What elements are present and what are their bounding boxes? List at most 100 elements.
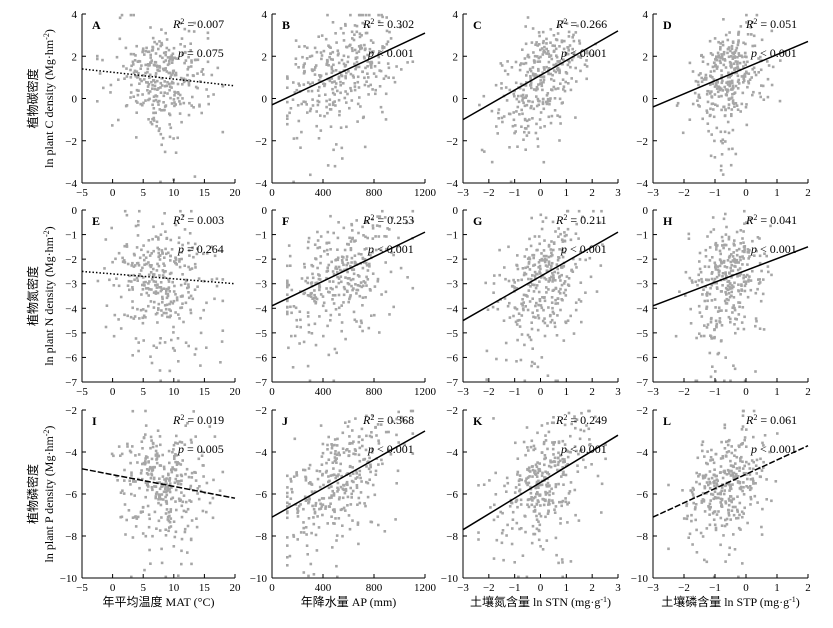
data-point	[337, 306, 341, 310]
data-point	[300, 277, 304, 280]
data-point	[528, 237, 531, 241]
x-tick-label: −1	[509, 386, 521, 398]
data-point	[190, 267, 194, 270]
data-point	[313, 293, 316, 297]
data-point	[358, 325, 362, 328]
data-point	[331, 298, 334, 301]
data-point	[525, 103, 529, 107]
data-point	[738, 267, 742, 270]
data-point	[530, 439, 534, 443]
data-point	[361, 256, 365, 260]
data-point	[381, 209, 384, 213]
data-point	[741, 250, 745, 253]
data-point	[563, 458, 566, 461]
data-point	[117, 445, 121, 448]
data-point	[164, 512, 168, 515]
data-point	[713, 85, 717, 88]
data-point	[385, 16, 388, 19]
data-point	[699, 72, 702, 75]
data-point	[170, 338, 173, 342]
data-point	[532, 444, 536, 448]
data-point	[537, 83, 540, 86]
data-point	[183, 282, 187, 285]
data-point	[533, 263, 537, 267]
data-point	[221, 84, 225, 87]
data-point	[135, 517, 139, 520]
data-point	[750, 487, 753, 490]
data-point	[189, 438, 193, 442]
data-point	[128, 479, 131, 483]
data-point	[303, 468, 307, 472]
data-point	[185, 279, 188, 283]
data-point	[721, 239, 725, 243]
data-point	[380, 458, 383, 462]
data-point	[319, 75, 322, 79]
x-tick-label: 800	[366, 187, 383, 199]
data-point	[721, 138, 725, 141]
data-point	[158, 69, 161, 73]
data-point	[563, 89, 567, 93]
data-point	[383, 235, 386, 238]
data-point	[714, 370, 717, 373]
x-tick-label: 1200	[414, 187, 437, 199]
data-point	[554, 47, 558, 51]
data-point	[556, 302, 560, 305]
data-point	[152, 477, 156, 481]
data-point	[751, 477, 755, 480]
data-point	[333, 294, 337, 297]
data-point	[527, 277, 530, 281]
data-point	[732, 243, 736, 247]
data-point	[545, 539, 549, 542]
data-point	[190, 441, 193, 444]
data-point	[529, 75, 532, 78]
data-point	[520, 278, 523, 282]
data-point	[524, 530, 527, 534]
data-point	[319, 255, 323, 258]
data-point	[345, 482, 348, 486]
data-point	[346, 290, 349, 293]
data-point	[543, 68, 546, 71]
data-point	[532, 107, 536, 111]
data-point	[331, 50, 335, 54]
data-point	[341, 496, 345, 500]
y-tick-label: 4	[643, 9, 649, 21]
data-point	[174, 258, 178, 261]
data-point	[511, 527, 514, 530]
data-point	[721, 40, 725, 44]
data-point	[709, 74, 712, 78]
data-point	[564, 288, 567, 292]
data-point	[779, 59, 782, 62]
data-point	[371, 50, 374, 54]
data-point	[534, 43, 537, 46]
data-point	[120, 452, 124, 456]
data-point	[154, 312, 158, 316]
data-point	[202, 308, 205, 312]
data-point	[731, 51, 734, 55]
data-point	[733, 323, 736, 326]
data-point	[727, 553, 731, 556]
data-point	[719, 164, 723, 168]
data-point	[712, 497, 715, 501]
data-point	[324, 37, 328, 41]
data-point	[162, 465, 166, 469]
data-point	[527, 449, 530, 452]
data-point	[168, 520, 172, 524]
data-point	[576, 464, 579, 467]
data-point	[726, 482, 729, 486]
data-point	[731, 93, 734, 96]
data-point	[305, 544, 309, 547]
data-point	[202, 475, 205, 478]
data-point	[590, 463, 593, 466]
data-point	[736, 510, 739, 513]
data-point	[193, 353, 197, 356]
data-point	[342, 82, 345, 85]
data-point	[561, 472, 565, 476]
data-point	[728, 546, 731, 550]
data-point	[342, 62, 346, 66]
data-point	[201, 68, 205, 71]
data-point	[707, 129, 710, 133]
data-point	[155, 527, 158, 530]
data-point	[370, 451, 374, 454]
data-point	[726, 83, 730, 86]
